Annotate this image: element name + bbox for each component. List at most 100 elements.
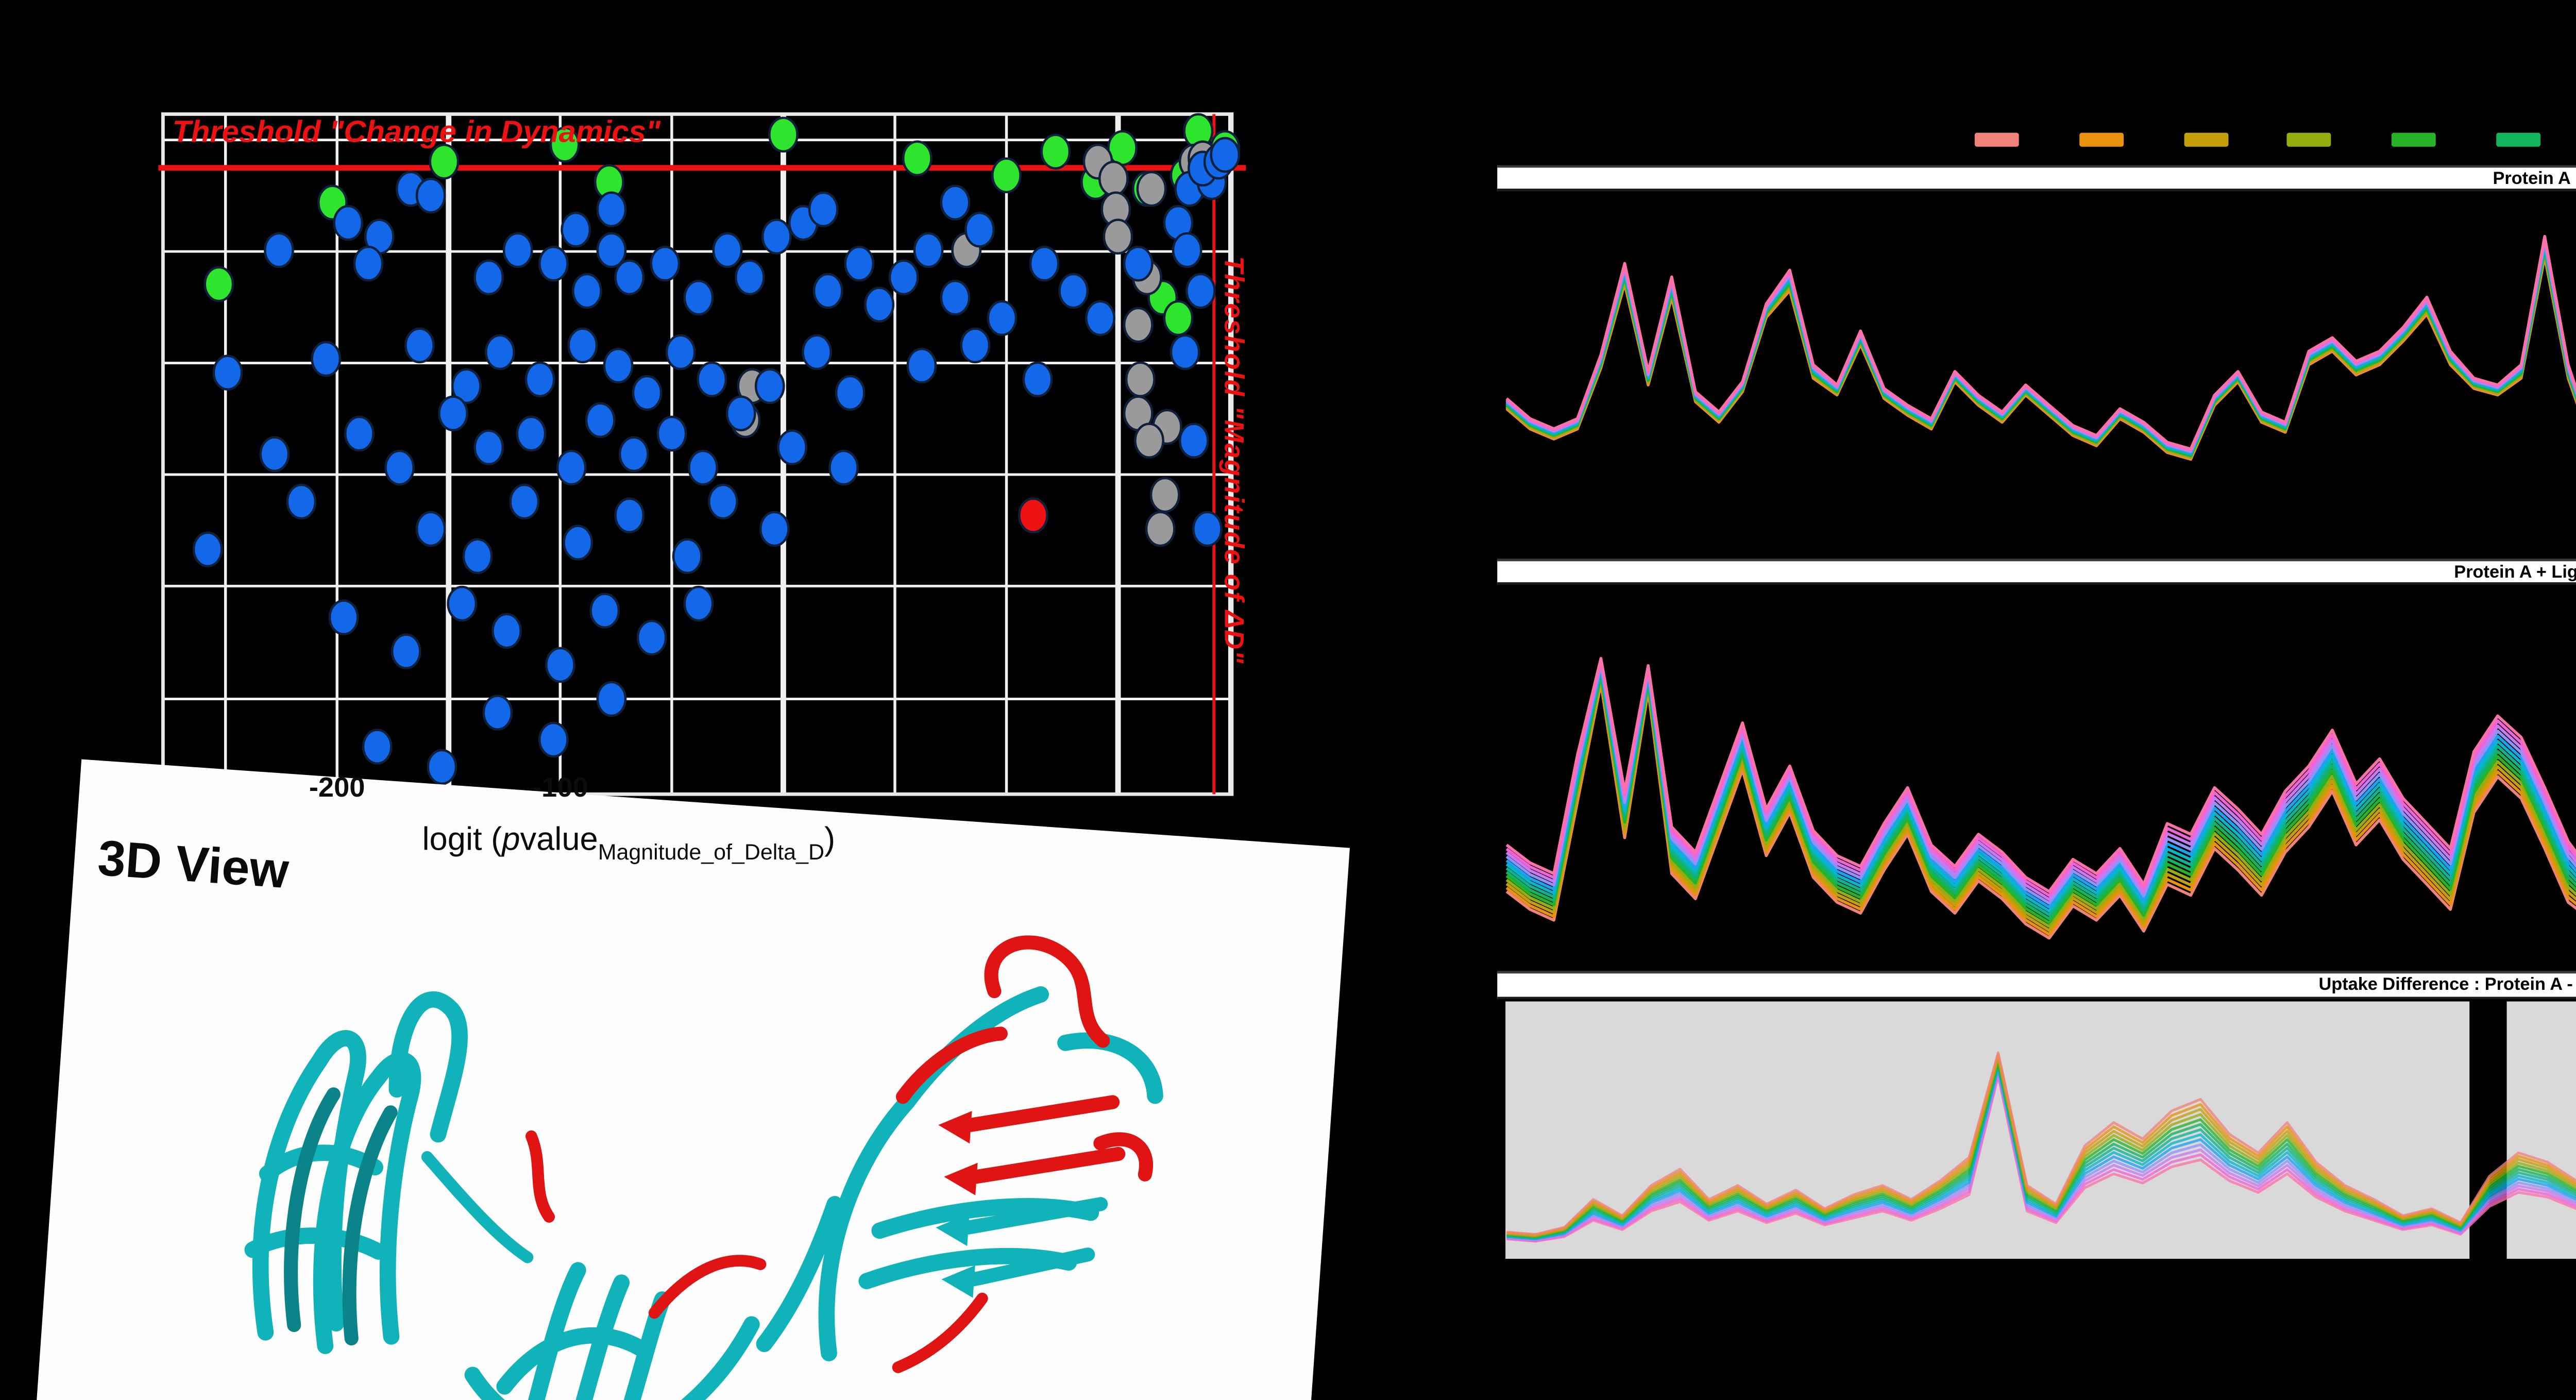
scatter-point[interactable] [650,245,681,282]
scatter-point[interactable] [1085,300,1115,336]
volcano-plot[interactable] [158,112,1246,796]
scatter-point[interactable] [473,429,504,466]
scatter-point[interactable] [614,259,645,296]
uptake-series-line[interactable] [1504,669,2576,940]
scatter-point[interactable] [725,395,756,432]
uptake-series-line[interactable] [1505,1061,2576,1240]
scatter-point[interactable] [259,436,290,473]
scatter-point[interactable] [462,538,493,575]
scatter-point[interactable] [1136,171,1167,207]
scatter-point[interactable] [672,538,703,575]
uptake-series-line[interactable] [1504,206,2576,451]
uptake-series-line[interactable] [1504,209,2576,452]
scatter-point[interactable] [828,449,859,486]
scatter-point[interactable] [913,232,944,268]
scatter-point[interactable] [1134,423,1164,459]
uptake-series-line[interactable] [1505,1058,2576,1240]
uptake-series-line[interactable] [1504,644,2576,893]
legend-marker[interactable] [2496,132,2541,146]
uptake-series-line[interactable] [1504,665,2576,932]
scatter-point[interactable] [447,585,478,622]
scatter-point[interactable] [344,415,375,452]
scatter-point[interactable] [712,232,743,268]
scatter-point[interactable] [808,191,839,228]
scatter-point[interactable] [538,245,569,282]
scatter-point[interactable] [688,449,718,486]
scatter-point[interactable] [987,300,1018,336]
scatter-point[interactable] [665,334,696,370]
uptake-series-line[interactable] [1504,652,2576,909]
scatter-point[interactable] [734,259,765,296]
scatter-point[interactable] [415,511,446,547]
uptake-series-line[interactable] [1504,663,2576,928]
scatter-point[interactable] [545,647,575,683]
uptake-series-line[interactable] [1504,212,2576,454]
scatter-point[interactable] [1125,361,1156,398]
scatter-point[interactable] [1098,160,1129,197]
scatter-point[interactable] [1178,423,1209,459]
uptake-series-line[interactable] [1505,1056,2576,1239]
uptake-series-line[interactable] [1504,210,2576,453]
scatter-point[interactable] [509,483,540,520]
uptake-series-line[interactable] [1504,657,2576,917]
scatter-point[interactable] [1163,300,1194,336]
scatter-point[interactable] [1170,334,1200,370]
scatter-point[interactable] [1123,245,1154,282]
scatter-point[interactable] [906,347,937,384]
uptake-series-line[interactable] [1504,220,2576,459]
uptake-series-line[interactable] [1504,223,2576,461]
uptake-series-line[interactable] [1504,217,2576,458]
scatter-point[interactable] [427,749,457,785]
uptake-series-line[interactable] [1504,216,2576,457]
scatter-point[interactable] [708,483,738,520]
uptake-series-line[interactable] [1505,1050,2576,1238]
scatter-point[interactable] [384,449,415,486]
scatter-point[interactable] [538,721,569,758]
scatter-point[interactable] [1103,218,1133,255]
scatter-point[interactable] [632,375,663,411]
scatter-point[interactable] [429,143,460,180]
scatter-point[interactable] [451,368,482,404]
scatter-point[interactable] [353,245,384,282]
scatter-point[interactable] [492,613,522,649]
scatter-point[interactable] [940,279,971,316]
scatter-point[interactable] [991,157,1022,194]
uptake-series-line[interactable] [1505,1068,2576,1241]
scatter-point[interactable] [940,184,971,221]
uptake-series-line[interactable] [1505,1073,2576,1242]
scatter-point[interactable] [864,286,895,323]
scatter-point[interactable] [759,511,790,547]
scatter-point[interactable] [1172,232,1202,268]
scatter-point[interactable] [1192,511,1223,547]
scatter-point[interactable] [556,449,587,486]
scatter-point[interactable] [502,232,533,268]
legend-marker[interactable] [2287,132,2332,146]
protein-structure-viewport[interactable] [34,759,1350,1400]
scatter-point[interactable] [596,191,627,228]
scatter-point[interactable] [683,279,714,316]
scatter-point[interactable] [438,395,468,432]
scatter-point[interactable] [1210,137,1241,173]
uptake-series-line[interactable] [1504,222,2576,460]
uptake-series-line[interactable] [1504,659,2576,920]
scatter-point[interactable] [311,341,342,377]
scatter-point[interactable] [1149,477,1180,513]
uptake-series-line[interactable] [1504,667,2576,936]
scatter-point[interactable] [844,245,875,282]
uptake-series-line[interactable] [1505,1069,2576,1242]
scatter-point[interactable] [589,593,620,629]
scatter-point[interactable] [777,429,808,466]
scatter-point[interactable] [567,327,598,364]
scatter-point[interactable] [1029,245,1060,282]
scatter-point[interactable] [585,402,616,438]
scatter-point[interactable] [964,211,995,248]
scatter-point[interactable] [192,531,223,568]
uptake-series-line[interactable] [1505,1054,2576,1238]
scatter-point[interactable] [391,633,421,669]
scatter-point[interactable] [618,436,649,473]
uptake-series-line[interactable] [1505,1060,2576,1240]
scatter-point[interactable] [333,205,364,241]
scatter-point[interactable] [572,273,602,309]
scatter-point[interactable] [656,415,687,452]
scatter-point[interactable] [603,347,634,384]
